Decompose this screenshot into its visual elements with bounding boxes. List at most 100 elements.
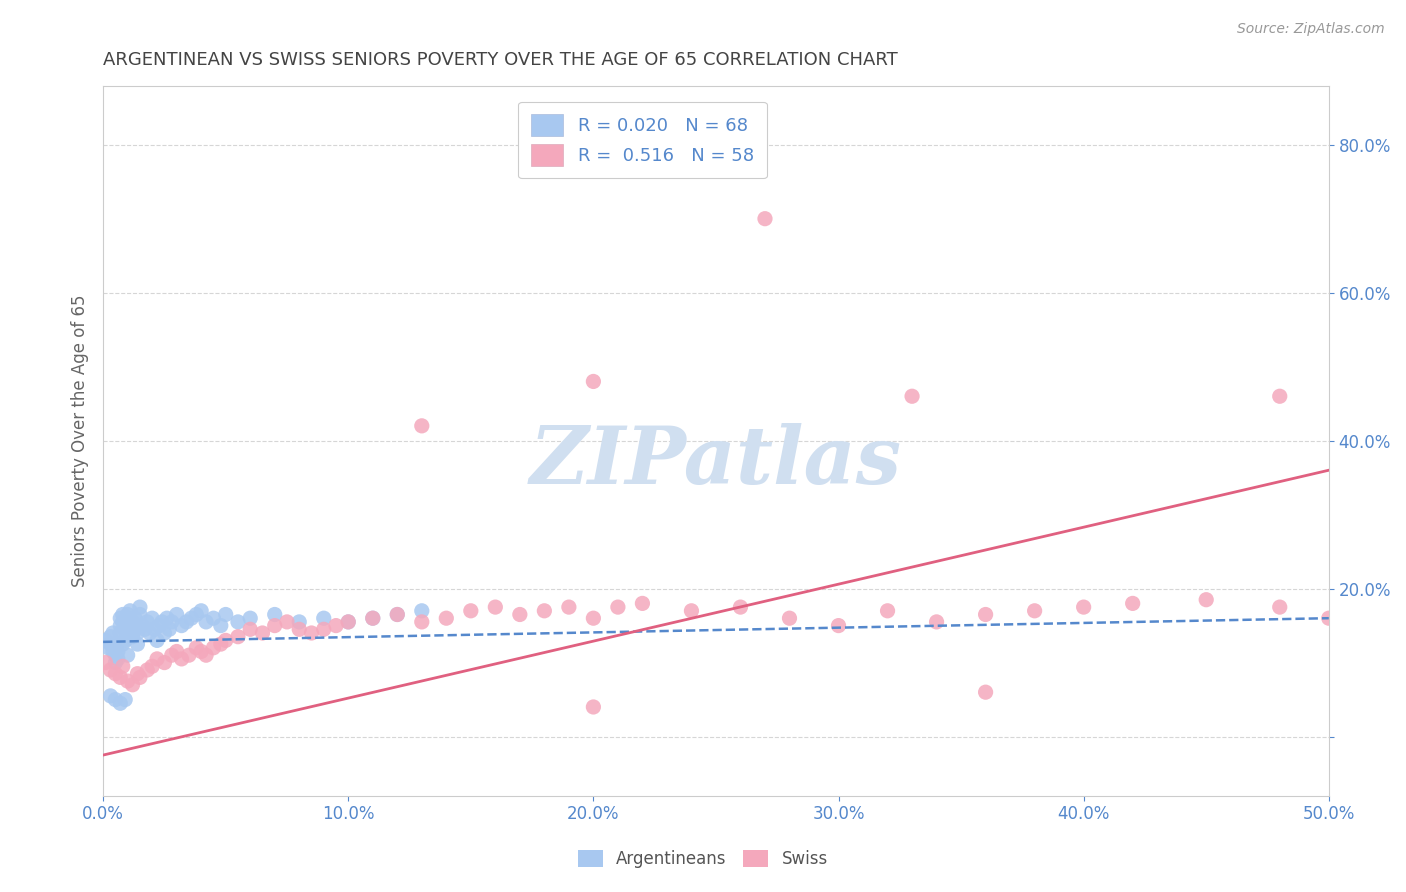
Point	[117, 607, 139, 622]
Point	[146, 633, 169, 648]
Point	[411, 604, 433, 618]
Point	[180, 611, 202, 625]
Point	[117, 674, 139, 689]
Point	[153, 656, 176, 670]
Point	[101, 644, 124, 658]
Point	[1122, 596, 1144, 610]
Point	[153, 626, 176, 640]
Text: ZIPatlas: ZIPatlas	[530, 423, 903, 500]
Point	[111, 659, 134, 673]
Point	[779, 611, 801, 625]
Point	[209, 637, 232, 651]
Point	[129, 607, 152, 622]
Point	[754, 211, 776, 226]
Point	[202, 611, 225, 625]
Point	[215, 633, 238, 648]
Point	[276, 615, 298, 629]
Point	[263, 607, 285, 622]
Point	[337, 615, 360, 629]
Point	[160, 615, 183, 629]
Point	[827, 618, 849, 632]
Point	[138, 626, 160, 640]
Point	[110, 670, 132, 684]
Point	[312, 622, 335, 636]
Point	[186, 607, 208, 622]
Point	[134, 622, 156, 636]
Point	[974, 685, 997, 699]
Point	[166, 644, 188, 658]
Point	[110, 618, 132, 632]
Point	[226, 630, 249, 644]
Point	[150, 615, 173, 629]
Point	[901, 389, 924, 403]
Text: Source: ZipAtlas.com: Source: ZipAtlas.com	[1237, 22, 1385, 37]
Point	[460, 604, 482, 618]
Point	[252, 626, 274, 640]
Point	[127, 637, 149, 651]
Point	[100, 689, 122, 703]
Point	[1317, 611, 1340, 625]
Point	[110, 626, 132, 640]
Point	[157, 622, 180, 636]
Point	[209, 618, 232, 632]
Point	[121, 678, 143, 692]
Point	[111, 615, 134, 629]
Point	[533, 604, 555, 618]
Point	[312, 611, 335, 625]
Text: ARGENTINEAN VS SWISS SENIORS POVERTY OVER THE AGE OF 65 CORRELATION CHART: ARGENTINEAN VS SWISS SENIORS POVERTY OVE…	[103, 51, 898, 69]
Point	[606, 600, 628, 615]
Point	[361, 611, 384, 625]
Point	[166, 607, 188, 622]
Point	[263, 618, 285, 632]
Point	[509, 607, 531, 622]
Point	[301, 626, 323, 640]
Point	[325, 618, 347, 632]
Point	[94, 656, 117, 670]
Point	[104, 640, 127, 655]
Point	[107, 652, 129, 666]
Point	[387, 607, 409, 622]
Point	[186, 640, 208, 655]
Point	[176, 615, 198, 629]
Point	[114, 633, 136, 648]
Point	[100, 637, 122, 651]
Point	[190, 644, 212, 658]
Point	[156, 611, 179, 625]
Point	[434, 611, 457, 625]
Point	[110, 696, 132, 710]
Point	[239, 622, 262, 636]
Legend: Argentineans, Swiss: Argentineans, Swiss	[571, 843, 835, 875]
Point	[974, 607, 997, 622]
Point	[107, 644, 129, 658]
Point	[1195, 592, 1218, 607]
Point	[104, 648, 127, 663]
Point	[121, 630, 143, 644]
Point	[114, 692, 136, 706]
Point	[114, 622, 136, 636]
Point	[876, 604, 898, 618]
Point	[681, 604, 703, 618]
Point	[337, 615, 360, 629]
Point	[582, 375, 605, 389]
Point	[288, 622, 311, 636]
Point	[110, 611, 132, 625]
Point	[239, 611, 262, 625]
Point	[120, 604, 142, 618]
Point	[117, 626, 139, 640]
Point	[226, 615, 249, 629]
Point	[148, 618, 170, 632]
Point	[104, 692, 127, 706]
Legend: R = 0.020   N = 68, R =  0.516   N = 58: R = 0.020 N = 68, R = 0.516 N = 58	[519, 102, 766, 178]
Point	[136, 663, 159, 677]
Point	[631, 596, 654, 610]
Point	[361, 611, 384, 625]
Point	[117, 648, 139, 663]
Point	[195, 648, 218, 663]
Point	[1024, 604, 1046, 618]
Point	[141, 659, 163, 673]
Point	[1268, 600, 1291, 615]
Point	[100, 663, 122, 677]
Point	[190, 604, 212, 618]
Point	[121, 615, 143, 629]
Point	[127, 666, 149, 681]
